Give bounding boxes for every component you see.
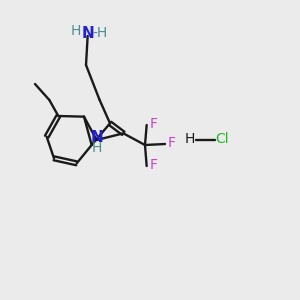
Text: H: H <box>185 132 195 146</box>
Text: N: N <box>81 26 94 40</box>
Text: H: H <box>71 24 82 38</box>
Text: H: H <box>92 140 103 154</box>
Text: -H: -H <box>93 26 108 40</box>
Text: F: F <box>149 117 157 131</box>
Text: F: F <box>168 136 176 150</box>
Text: N: N <box>91 130 103 145</box>
Text: Cl: Cl <box>216 132 229 146</box>
Text: F: F <box>149 158 157 172</box>
